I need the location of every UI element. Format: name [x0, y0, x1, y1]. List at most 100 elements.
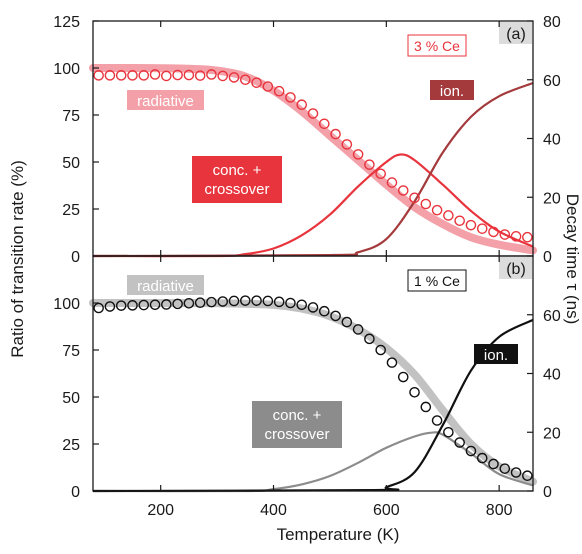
panel-a-y-tick-label-left: 25	[62, 202, 80, 219]
panel-a-decay-time-point	[330, 128, 341, 140]
panel-b-y-tick-label-right: 20	[543, 425, 561, 442]
panel-a-decay-time-point	[183, 69, 195, 81]
panel-b-sample-label: 1 % Ce	[414, 273, 460, 289]
panel-a-decay-time-point	[127, 70, 138, 81]
y-axis-label-left: Ratio of transition rate (%)	[8, 160, 27, 357]
panel-a-decay-time-point	[364, 159, 375, 170]
panel-b-x-tick-label: 400	[260, 502, 287, 519]
panel-b-decay-time-point	[115, 300, 127, 311]
panel-b-decay-time-point	[386, 357, 398, 368]
panel-a-ion-label: ion.	[440, 83, 464, 100]
panel-b-sample-label-box	[407, 269, 467, 292]
panel-b-y-tick-label-left: 0	[71, 484, 80, 501]
panel-a-radiative-label: radiative	[137, 93, 194, 110]
panel-a-y-tick-label-left: 125	[53, 14, 80, 31]
panel-a-decay-time-point	[443, 210, 454, 221]
panel-a-conc-label-box	[192, 156, 282, 203]
panel-a: radiative conc. + crossover ion. 3 % Ce (a) 0 2…	[53, 14, 561, 266]
panel-a-decay-time-point	[488, 226, 499, 238]
panel-b-decay-time-point	[194, 297, 206, 309]
panel-b-decay-time-point	[465, 445, 477, 457]
panel-a-radiative-label-box	[127, 90, 204, 110]
panel-b-decay-time-point	[522, 470, 533, 482]
panel-a-decay-time-point	[465, 219, 477, 231]
x-axis-label: Temperature (K)	[277, 525, 400, 544]
panel-a-y-tick-label-right: 0	[543, 249, 552, 266]
panel-b-y-tick-label-left: 50	[62, 390, 80, 407]
panel-a-sample-label: 3 % Ce	[414, 38, 460, 54]
panel-a-y-tick-label-left: 100	[53, 61, 80, 78]
panel-b-decay-time-point	[161, 299, 172, 310]
panel-b-decay-time-point	[262, 295, 274, 307]
panel-b-radiative-label: radiative	[137, 278, 194, 295]
panel-a-decay-time-point	[273, 85, 285, 97]
panel-a-decay-time-point	[206, 69, 217, 80]
panel-a-sample-label-box	[407, 34, 467, 57]
panel-b-decay-time-point	[273, 296, 285, 308]
panel-b-decay-time-point	[172, 298, 183, 310]
panel-b-y-tick-label-right: 40	[543, 367, 561, 384]
panel-a-plot-frame	[92, 20, 534, 257]
panel-b-decay-time-point	[375, 344, 386, 356]
panel-a-ion-line	[92, 81, 534, 258]
panel-a-decay-time-point	[93, 70, 104, 81]
panel-b-decay-time-point	[409, 386, 420, 398]
panel-b-decay-time-point	[285, 297, 296, 309]
panel-a-decay-time-point	[149, 69, 161, 80]
panel-a-decay-time-point	[285, 92, 296, 103]
panel-a-decay-time-point	[161, 70, 172, 82]
panel-b-decay-time-point	[206, 296, 217, 308]
panel-a-y-tick-label-left: 50	[62, 155, 80, 172]
panel-a-decay-time-point	[296, 99, 308, 111]
panel-b-panel-label: (b)	[506, 261, 526, 278]
panel-a-decay-time-point	[341, 139, 353, 150]
panel-b-decay-time-point	[488, 458, 499, 470]
panel-b-decay-time-point	[217, 296, 229, 307]
panel-b-decay-time-point	[296, 299, 308, 311]
panel-b-y-tick-label-left: 100	[53, 296, 80, 313]
panel-a-decay-time-point	[454, 215, 465, 227]
panel-a-decay-time-point	[375, 168, 386, 180]
panel-a-decay-time-point	[397, 185, 409, 196]
panel-a-decay-time-point	[510, 231, 522, 242]
panel-b-decay-time-point	[352, 324, 364, 335]
panel-b-ion-label-box	[474, 344, 518, 364]
panel-b: radiative conc. + crossover ion. 1 % Ce (b) 0 2…	[53, 255, 561, 519]
panel-a-decay-time-point	[420, 198, 432, 210]
panel-b-decay-time-point	[397, 371, 409, 383]
panel-a-y-tick-label-right: 40	[543, 132, 561, 149]
panel-a-y-tick-label-right: 80	[543, 14, 561, 31]
panel-b-decay-time-point	[251, 295, 262, 306]
panel-b-decay-time-point	[510, 467, 522, 478]
panel-b-panel-label-box	[499, 257, 532, 279]
panel-b-decay-time-point	[318, 305, 330, 317]
panel-b-decay-time-point	[476, 452, 488, 464]
panel-a-decay-time-point	[104, 70, 116, 81]
panel-a-decay-time-point	[409, 192, 420, 204]
panel-a-decay-time-point	[262, 81, 274, 92]
panel-a-decay-time-point	[476, 223, 488, 234]
panel-a-decay-time-point	[307, 108, 319, 119]
panel-a-decay-time-point	[499, 229, 511, 240]
panel-a-y-tick-label-right: 60	[543, 73, 561, 90]
panel-a-decay-time-point	[194, 70, 206, 81]
panel-a-decay-time-point	[115, 70, 127, 81]
panel-b-decay-time-point	[149, 299, 161, 311]
panel-b-decay-time-point	[443, 426, 454, 438]
y-axis-label-right: Decay time τ (ns)	[563, 194, 582, 324]
panel-a-y-tick-label-left: 0	[71, 249, 80, 266]
panel-b-y-tick-label-left: 25	[62, 437, 80, 454]
panel-a-decay-time-point	[352, 149, 364, 160]
panel-b-x-tick-label: 600	[373, 502, 400, 519]
panel-b-conc-label-box	[252, 401, 342, 448]
panel-a-decay-time-point	[318, 118, 330, 130]
panel-a-decay-time-point	[386, 177, 398, 188]
panel-b-decay-time-point	[431, 415, 443, 426]
panel-a-panel-label: (a)	[506, 26, 526, 43]
panel-a-radiative-line	[89, 64, 537, 255]
panel-b-decay-time-point	[183, 297, 195, 309]
panel-b-decay-time-point	[228, 295, 240, 307]
panel-b-decay-time-point	[341, 316, 353, 328]
panel-a-conc-label-line1: conc. +	[213, 162, 262, 179]
